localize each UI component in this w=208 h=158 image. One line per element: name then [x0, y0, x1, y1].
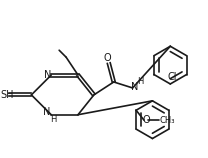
Text: H: H [137, 77, 144, 86]
Text: O: O [142, 115, 150, 125]
Text: O: O [104, 53, 112, 63]
Text: SH: SH [1, 90, 14, 100]
Text: N: N [43, 107, 50, 117]
Text: CH₃: CH₃ [159, 116, 175, 125]
Text: H: H [50, 115, 56, 124]
Text: Cl: Cl [167, 72, 177, 82]
Text: N: N [43, 70, 51, 80]
Text: N: N [131, 82, 138, 92]
